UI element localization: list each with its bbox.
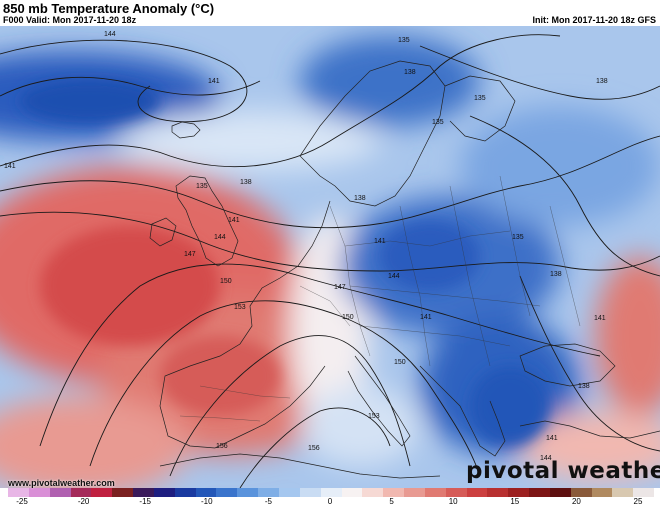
colorbar-tick-label: -15 (139, 497, 151, 506)
contour-label: 147 (184, 251, 196, 258)
contour-label: 141 (374, 238, 386, 245)
colorbar-swatch (174, 488, 196, 497)
colorbar-swatch (237, 488, 259, 497)
init-time: Init: Mon 2017-11-20 18z GFS (532, 15, 656, 25)
contour-label: 144 (104, 31, 116, 38)
colorbar-tick-label: 20 (571, 497, 581, 506)
contour-label: 135 (432, 119, 444, 126)
colorbar-swatch (8, 488, 29, 497)
colorbar-swatch (216, 488, 238, 497)
colorbar-tick-label: -25 (16, 497, 28, 506)
contour-label: 141 (228, 217, 240, 224)
contour-label: 147 (334, 284, 346, 291)
colorbar-swatch (404, 488, 425, 497)
colorbar-swatch (570, 488, 592, 497)
colorbar-swatch (529, 488, 550, 497)
colorbar-swatch (508, 488, 530, 497)
colorbar-swatch (70, 488, 92, 497)
contour-label: 153 (368, 413, 380, 420)
contour-label: 156 (216, 443, 228, 450)
colorbar-tick-label: -10 (201, 497, 213, 506)
contour-label: 144 (540, 455, 552, 462)
contour-label: 138 (404, 69, 416, 76)
country-borders (179, 175, 581, 422)
colorbar-swatch (91, 488, 113, 497)
colorbar-swatch (28, 488, 50, 497)
colorbar-tick-label: 15 (510, 497, 520, 506)
contour-label: 156 (308, 445, 320, 452)
colorbar-swatch (258, 488, 279, 497)
colorbar-ticks: -25 -20 -15 -10 -5 0 5 10 15 20 25 (0, 497, 660, 509)
contour-label: 150 (342, 314, 354, 321)
anomaly-map-svg: 144 141 138 135 135 138 141 138 135 141 … (0, 26, 660, 488)
colorbar-swatch (133, 488, 154, 497)
contour-label: 150 (220, 278, 232, 285)
contour-label: 138 (550, 271, 562, 278)
colorbar-tick-label: -5 (264, 497, 272, 506)
colorbar-tick-label: -20 (77, 497, 90, 506)
colorbar-tick-label: 10 (448, 497, 458, 506)
weather-map: 144 141 138 135 135 138 141 138 135 141 … (0, 26, 660, 488)
colorbar-swatch (487, 488, 509, 497)
contour-label: 138 (354, 195, 366, 202)
valid-time: F000 Valid: Mon 2017-11-20 18z (3, 15, 137, 25)
contour-label: 141 (420, 314, 432, 321)
colorbar-swatch (341, 488, 363, 497)
colorbar-swatch (278, 488, 300, 497)
coastlines (149, 60, 660, 479)
color-legend: -25 -20 -15 -10 -5 0 5 10 15 20 25 (0, 488, 660, 510)
contour-label: 141 (4, 163, 16, 170)
contour-label: 135 (196, 183, 208, 190)
contour-label: 135 (512, 234, 524, 241)
colorbar-swatch (320, 488, 342, 497)
colorbar-swatch (195, 488, 217, 497)
map-title: 850 mb Temperature Anomaly (°C) (3, 1, 215, 16)
colorbar-swatch (445, 488, 467, 497)
contour-label: 153 (234, 304, 246, 311)
contour-label: 138 (240, 179, 252, 186)
colorbar-swatch (591, 488, 613, 497)
header: 850 mb Temperature Anomaly (°C) F000 Val… (0, 0, 660, 26)
height-contours (0, 34, 660, 488)
colorbar-tick-label: 0 (327, 497, 333, 506)
colorbar-swatch (153, 488, 175, 497)
contour-label: 141 (546, 435, 558, 442)
brand-logo: pivotal weather (466, 458, 660, 484)
contour-label: 150 (394, 359, 406, 366)
contour-label: 141 (208, 78, 220, 85)
colorbar-swatch (299, 488, 321, 497)
contour-label: 141 (594, 315, 606, 322)
colorbar-swatch (424, 488, 446, 497)
colorbar-tick-label: 25 (633, 497, 643, 506)
contour-label: 138 (596, 78, 608, 85)
contour-label: 144 (214, 234, 226, 241)
colorbar-swatch (112, 488, 134, 497)
website-label: www.pivotalweather.com (8, 478, 115, 488)
colorbar-swatch (549, 488, 571, 497)
colorbar-tick-label: 5 (389, 497, 394, 506)
colorbar (8, 488, 655, 497)
contour-label: 144 (388, 273, 400, 280)
colorbar-swatch (466, 488, 488, 497)
contour-label: 135 (398, 37, 410, 44)
colorbar-swatch (49, 488, 71, 497)
contour-labels: 144 141 138 135 135 138 141 138 135 141 … (4, 31, 608, 462)
contour-label: 138 (578, 383, 590, 390)
contour-label: 135 (474, 95, 486, 102)
colorbar-swatch (362, 488, 384, 497)
colorbar-swatch (383, 488, 405, 497)
colorbar-swatch (612, 488, 634, 497)
colorbar-swatch (633, 488, 655, 497)
